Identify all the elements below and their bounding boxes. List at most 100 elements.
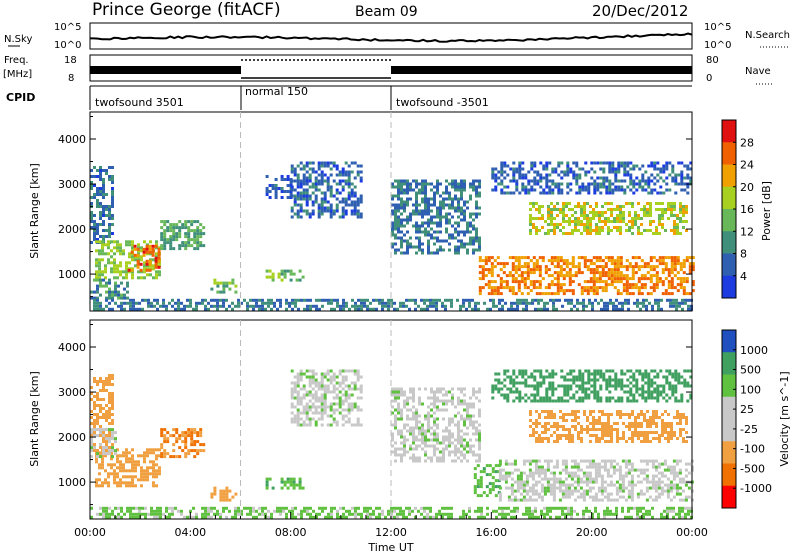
velocity-cell bbox=[509, 381, 513, 385]
power-cell bbox=[664, 211, 667, 214]
power-cell bbox=[231, 307, 234, 311]
velocity-cell bbox=[445, 438, 448, 442]
power-cell bbox=[451, 197, 454, 201]
power-cell bbox=[202, 232, 206, 236]
velocity-cell bbox=[661, 419, 664, 422]
velocity-cell bbox=[457, 426, 460, 430]
power-cell bbox=[356, 164, 360, 168]
velocity-cell bbox=[394, 408, 397, 412]
power-cell bbox=[478, 277, 482, 281]
velocity-cell bbox=[525, 474, 529, 478]
power-cell bbox=[592, 292, 596, 296]
velocity-cell bbox=[506, 387, 510, 391]
power-cell bbox=[403, 203, 406, 207]
power-cell bbox=[610, 277, 614, 281]
velocity-cell bbox=[296, 378, 300, 382]
power-cell bbox=[116, 243, 119, 247]
power-cell bbox=[616, 277, 620, 281]
power-cell bbox=[450, 304, 453, 308]
velocity-cell bbox=[134, 463, 137, 467]
velocity-cell bbox=[518, 393, 522, 397]
velocity-cell bbox=[225, 498, 229, 502]
power-cell bbox=[520, 277, 524, 281]
velocity-cell bbox=[606, 471, 610, 475]
power-cell bbox=[439, 248, 442, 252]
power-cell bbox=[261, 307, 264, 311]
power-cell bbox=[265, 187, 269, 190]
power-cell bbox=[427, 239, 430, 243]
velocity-cell bbox=[265, 486, 269, 490]
velocity-heatmap-cells bbox=[90, 369, 694, 519]
velocity-cell bbox=[403, 441, 406, 445]
power-cell bbox=[518, 191, 522, 195]
power-cell bbox=[439, 218, 442, 222]
velocity-cell bbox=[616, 422, 619, 425]
velocity-cell bbox=[494, 378, 498, 382]
power-cell bbox=[296, 212, 300, 216]
power-cell bbox=[595, 256, 599, 260]
velocity-cell bbox=[122, 469, 125, 473]
velocity-cell bbox=[539, 381, 543, 385]
velocity-cell bbox=[418, 420, 421, 424]
power-cell bbox=[622, 283, 626, 287]
power-cell bbox=[130, 268, 134, 272]
velocity-cell bbox=[391, 423, 394, 427]
power-cell bbox=[451, 233, 454, 237]
power-cell bbox=[300, 298, 303, 302]
velocity-cell bbox=[166, 440, 170, 444]
power-cell bbox=[484, 268, 488, 272]
velocity-cell bbox=[594, 471, 598, 475]
velocity-cell bbox=[615, 480, 619, 484]
power-cell bbox=[687, 304, 690, 308]
power-cell bbox=[108, 226, 111, 229]
velocity-cell bbox=[222, 498, 226, 502]
power-cell bbox=[545, 167, 549, 171]
power-cell bbox=[556, 262, 560, 266]
power-cell bbox=[102, 211, 105, 214]
velocity-cell bbox=[658, 440, 661, 443]
power-cell bbox=[616, 259, 620, 263]
power-cell bbox=[641, 164, 645, 168]
power-cell bbox=[607, 220, 610, 223]
power-cell bbox=[655, 277, 659, 281]
power-cell bbox=[204, 307, 207, 311]
power-cell bbox=[394, 242, 397, 246]
velocity-cell bbox=[546, 459, 550, 463]
power-cell bbox=[466, 251, 469, 255]
power-cell bbox=[169, 247, 173, 251]
velocity-cell bbox=[400, 432, 403, 436]
power-cell bbox=[469, 194, 472, 198]
velocity-cell bbox=[652, 431, 655, 434]
power-cell bbox=[492, 301, 495, 305]
power-cell bbox=[183, 304, 186, 308]
power-cell bbox=[190, 220, 194, 224]
power-cell bbox=[415, 224, 418, 228]
power-cell bbox=[649, 256, 653, 260]
velocity-cell bbox=[105, 416, 108, 419]
power-cell bbox=[157, 250, 161, 254]
power-cell bbox=[604, 202, 607, 205]
velocity-cell bbox=[193, 455, 197, 459]
velocity-cell bbox=[574, 416, 577, 419]
power-cell bbox=[679, 280, 683, 284]
power-cell bbox=[478, 286, 482, 290]
velocity-cell bbox=[682, 428, 685, 431]
power-cell bbox=[350, 191, 354, 195]
power-cell bbox=[583, 214, 586, 217]
velocity-cell bbox=[108, 401, 111, 404]
velocity-cell bbox=[580, 431, 583, 434]
power-cell bbox=[602, 170, 606, 174]
power-cell bbox=[436, 185, 439, 189]
velocity-cell bbox=[685, 419, 688, 422]
velocity-cell bbox=[565, 419, 568, 422]
velocity-cell bbox=[679, 419, 682, 422]
velocity-cell bbox=[296, 408, 300, 412]
power-cell bbox=[295, 278, 299, 282]
velocity-cell bbox=[591, 495, 595, 499]
velocity-cell bbox=[403, 438, 406, 442]
power-cell bbox=[500, 167, 504, 171]
velocity-cell bbox=[160, 434, 164, 438]
power-cell bbox=[659, 185, 663, 189]
velocity-cell bbox=[576, 483, 580, 487]
